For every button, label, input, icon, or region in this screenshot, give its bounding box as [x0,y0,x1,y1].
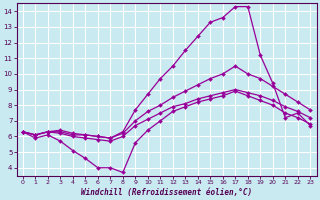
X-axis label: Windchill (Refroidissement éolien,°C): Windchill (Refroidissement éolien,°C) [81,188,252,197]
